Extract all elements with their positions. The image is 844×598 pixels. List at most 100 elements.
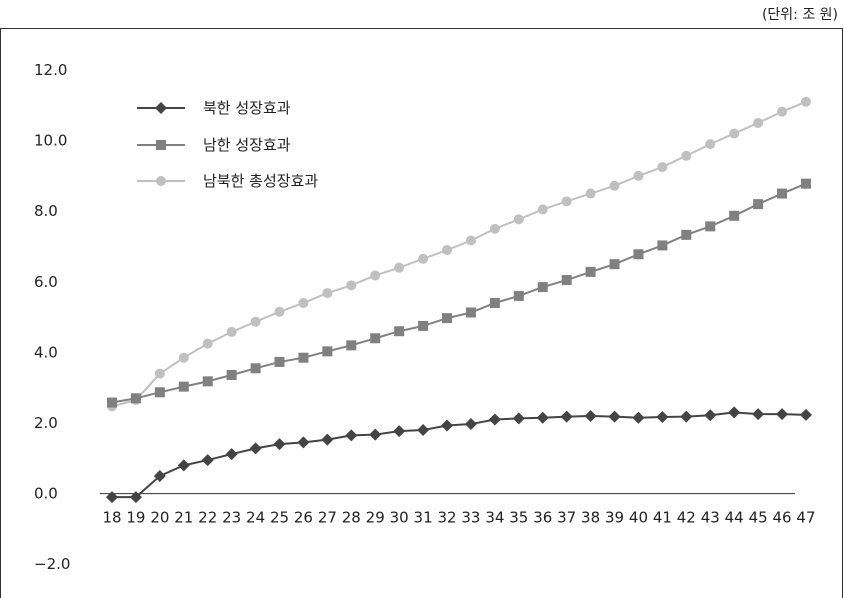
data-point	[225, 448, 238, 461]
x-tick-label: 41	[653, 509, 672, 527]
x-tick-label: 24	[246, 509, 265, 527]
data-point	[370, 270, 381, 281]
data-point	[609, 180, 620, 191]
data-point	[704, 409, 717, 422]
legend-label: 북한 성장효과	[203, 99, 291, 117]
y-axis: 12.0 10.0 8.0 6.0 4.0 2.0 0.0 −2.0	[34, 61, 70, 573]
data-point	[657, 162, 668, 173]
x-tick-label: 43	[701, 509, 720, 527]
data-point	[488, 413, 501, 426]
data-point	[537, 204, 548, 215]
data-point	[633, 170, 644, 181]
data-point	[394, 326, 405, 337]
legend-marker	[155, 102, 167, 114]
data-point	[130, 393, 141, 404]
x-tick-label: 44	[725, 509, 744, 527]
x-tick-label: 47	[796, 509, 815, 527]
data-point	[442, 313, 453, 324]
data-point	[584, 409, 597, 422]
data-point	[681, 229, 692, 240]
data-point	[633, 249, 644, 260]
data-point	[322, 288, 333, 299]
legend-marker	[156, 176, 166, 186]
data-point	[800, 178, 811, 189]
data-point	[512, 412, 525, 425]
x-tick-label: 35	[509, 509, 528, 527]
y-tick-label: 6.0	[34, 273, 58, 291]
data-point	[657, 240, 668, 251]
x-tick-label: 42	[677, 509, 696, 527]
data-point	[249, 442, 262, 455]
data-point	[202, 338, 213, 349]
data-point	[154, 387, 165, 398]
data-point	[465, 235, 476, 246]
data-point	[608, 410, 621, 423]
data-point	[394, 262, 405, 273]
data-point	[441, 419, 454, 432]
x-tick-label: 33	[461, 509, 480, 527]
x-tick-label: 29	[366, 509, 385, 527]
x-tick-label: 18	[102, 509, 121, 527]
x-tick-label: 23	[222, 509, 241, 527]
y-tick-label: 12.0	[34, 61, 67, 79]
unit-label: (단위: 조 원)	[761, 7, 838, 23]
series-square	[107, 178, 811, 408]
data-point	[585, 266, 596, 277]
data-point	[345, 429, 358, 442]
x-tick-label: 40	[629, 509, 648, 527]
x-tick-label: 21	[174, 509, 193, 527]
data-point	[536, 411, 549, 424]
data-point	[513, 214, 524, 225]
x-tick-label: 26	[294, 509, 313, 527]
y-tick-label: −2.0	[34, 555, 70, 573]
legend-marker	[156, 140, 166, 150]
data-point	[154, 368, 165, 379]
x-tick-label: 28	[342, 509, 361, 527]
data-point	[178, 352, 189, 363]
x-tick-label: 19	[126, 509, 145, 527]
data-point	[298, 297, 309, 308]
data-point	[753, 199, 764, 210]
data-point	[680, 410, 693, 423]
data-point	[777, 188, 788, 199]
data-point	[729, 210, 740, 221]
data-point	[250, 363, 261, 374]
data-point	[729, 128, 740, 139]
data-point	[681, 150, 692, 161]
data-point	[226, 369, 237, 380]
data-point	[297, 436, 310, 449]
y-tick-label: 4.0	[34, 343, 58, 361]
x-tick-label: 31	[414, 509, 433, 527]
data-point	[202, 376, 213, 387]
data-point	[728, 406, 741, 419]
data-point	[560, 410, 573, 423]
legend-label: 남북한 총성장효과	[203, 172, 318, 190]
x-tick-label: 27	[318, 509, 337, 527]
x-tick-label: 34	[485, 509, 504, 527]
x-tick-label: 45	[749, 509, 768, 527]
x-tick-label: 37	[557, 509, 576, 527]
x-tick-label: 30	[390, 509, 409, 527]
data-point	[777, 106, 788, 117]
data-point	[274, 356, 285, 367]
data-point	[561, 196, 572, 207]
series-layer	[106, 96, 812, 504]
data-point	[346, 340, 357, 351]
data-point	[107, 397, 117, 408]
x-tick-label: 36	[533, 509, 552, 527]
data-point	[465, 307, 476, 318]
data-point	[177, 459, 190, 472]
data-point	[250, 316, 261, 327]
y-tick-label: 8.0	[34, 202, 58, 220]
data-point	[178, 381, 189, 392]
data-point	[632, 411, 645, 424]
data-point	[705, 221, 716, 232]
data-point	[489, 223, 500, 234]
data-point	[776, 408, 789, 421]
data-point	[705, 139, 716, 150]
data-point	[513, 290, 524, 301]
data-point	[370, 333, 381, 344]
x-tick-label: 20	[150, 509, 169, 527]
